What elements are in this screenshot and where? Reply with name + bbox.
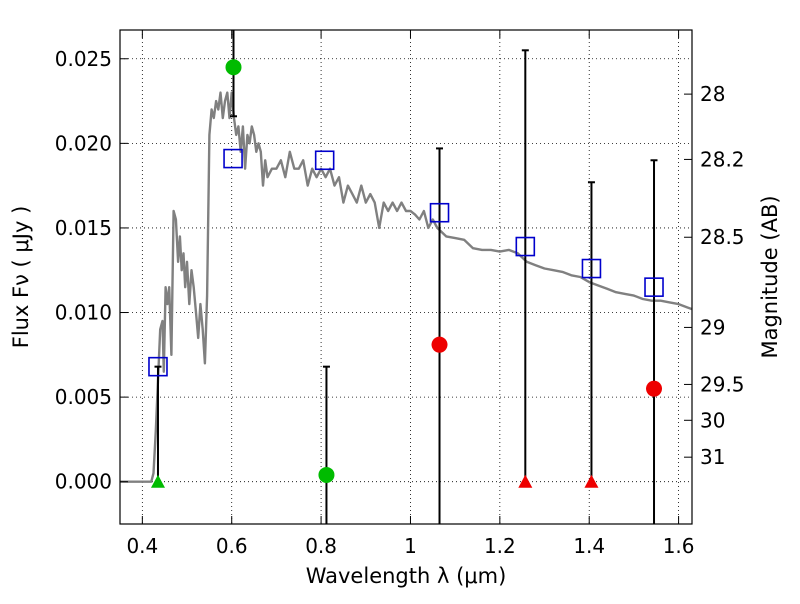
y2-tick-label: 29.5 [700, 372, 745, 396]
y2-tick-label: 28.5 [700, 225, 745, 249]
y-tick-label: 0.010 [55, 301, 112, 325]
template-spectrum-line [120, 91, 693, 483]
y-axis-label: Flux Fν ( μJy ) [9, 206, 33, 349]
y2-axis-label: Magnitude (AB) [758, 195, 782, 358]
x-tick-label: 1 [404, 534, 417, 558]
y2-tick-label: 28 [700, 82, 725, 106]
y-tick-label: 0.015 [55, 216, 112, 240]
model-flux-square [644, 277, 664, 297]
errorbar-layer [154, 30, 658, 524]
x-tick-label: 1.4 [573, 534, 605, 558]
model-flux-square [515, 236, 536, 257]
y2-tick-label: 28.2 [700, 147, 745, 171]
x-axis-label: Wavelength λ (μm) [306, 564, 507, 588]
x-tick-label: 1.2 [484, 534, 516, 558]
plot-frame [119, 29, 693, 525]
x-tick-label: 0.8 [305, 534, 337, 558]
y2-tick-label: 29 [700, 315, 725, 339]
upper-limit-triangle [518, 474, 533, 488]
grid-layer [120, 30, 692, 524]
model-flux-square [148, 356, 168, 377]
model-flux-square [429, 202, 450, 223]
x-tick-label: 0.6 [216, 534, 248, 558]
template-layer [120, 91, 693, 483]
y2-tick-label: 30 [700, 408, 725, 432]
y-tick-label: 0.025 [55, 47, 112, 71]
x-tick-label: 1.6 [663, 534, 695, 558]
y-tick-label: 0.005 [55, 385, 112, 409]
photometry-circle [431, 336, 448, 353]
tick-layer: 0.4 0.6 0.8 1 1.2 1.4 1.6 0.000 0.005 0.010 0.015 0… [55, 30, 745, 558]
marker-layer [148, 59, 664, 488]
upper-limit-triangle [150, 474, 165, 488]
photometry-circle [646, 380, 663, 397]
photometry-circle [225, 59, 242, 76]
photometry-circle [318, 466, 335, 483]
model-flux-square [223, 148, 243, 169]
upper-limit-triangle [584, 474, 599, 488]
y-tick-label: 0.020 [55, 131, 112, 155]
x-tick-label: 0.4 [126, 534, 158, 558]
y2-tick-label: 31 [700, 445, 725, 469]
y-tick-label: 0.000 [55, 470, 112, 494]
model-flux-square [314, 150, 335, 171]
model-flux-square [581, 258, 602, 279]
